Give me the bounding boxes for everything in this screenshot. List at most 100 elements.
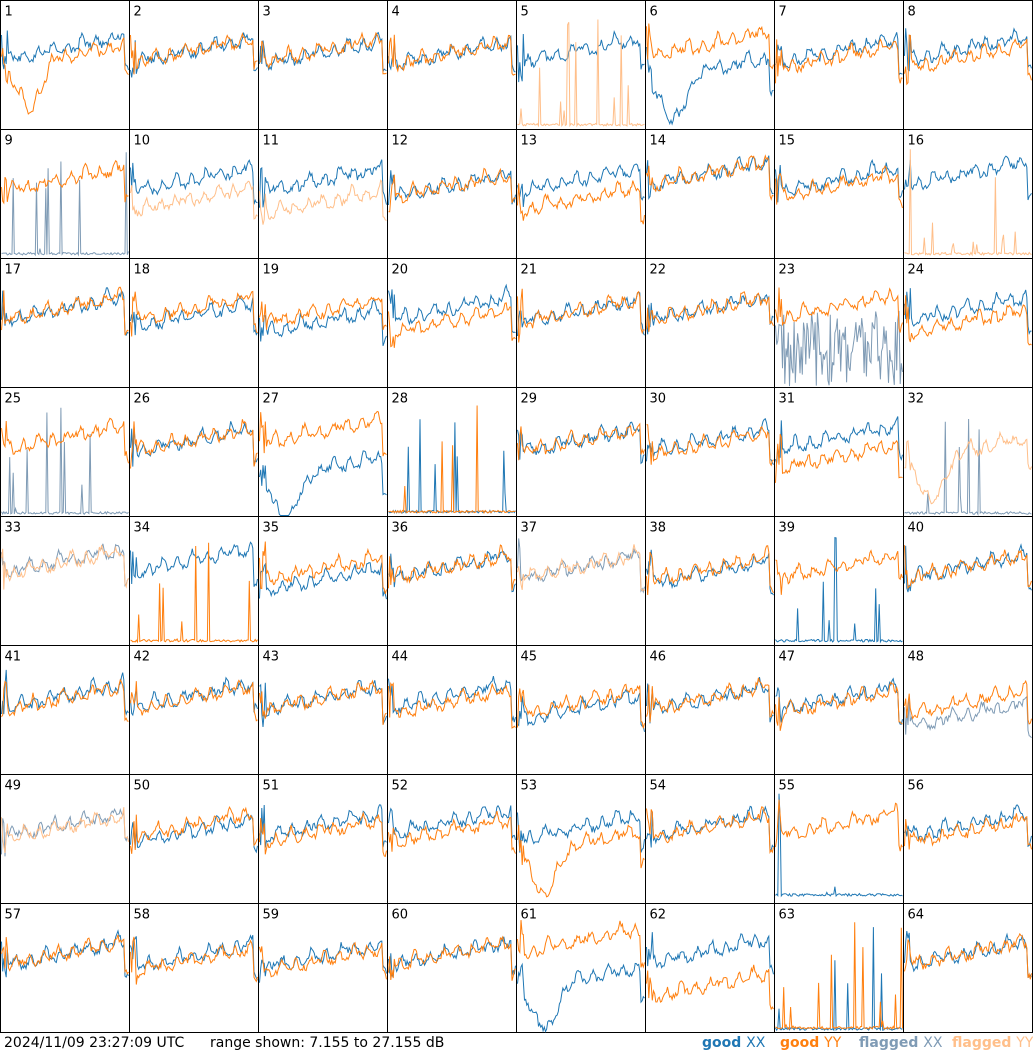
series-xx-good [517,810,645,853]
series-xx-flagged [1,543,129,587]
series-xx-good [1,287,129,336]
panel-59: 59 [258,903,388,1033]
series-yy-good [517,920,645,969]
panel-label: 12 [392,134,409,149]
series-xx-good [904,27,1032,72]
series-xx-good [904,804,1032,848]
series-xx-good [388,550,516,593]
series-yy-good [130,679,258,722]
series-xx-good [259,562,387,600]
panel-label: 15 [779,134,796,149]
series-xx-good [904,543,1032,593]
series-yy-good [646,291,774,332]
panel-frame [0,903,130,1033]
series-xx-good [904,931,1032,979]
series-yy-flagged [517,544,645,592]
panel-frame [903,129,1033,259]
panel-label: 52 [392,779,409,794]
panel-15: 15 [774,129,904,259]
panel-frame [774,129,904,259]
panel-16: 16 [903,129,1033,259]
panel-frame [516,258,646,388]
legend-pol: XX [923,1035,943,1051]
series-xx-good [646,293,774,335]
series-xx-good [259,159,387,208]
panel-38: 38 [645,516,775,646]
panel-label: 54 [650,779,667,794]
series-xx-good [775,32,903,77]
series-yy-good [259,31,387,75]
series-yy-good [1,159,129,205]
panel-label: 27 [263,392,280,407]
series-xx-flagged [904,418,1032,517]
panel-label: 19 [263,263,280,278]
series-yy-good [130,542,258,644]
legend-pol: YY [824,1035,842,1051]
panel-frame [903,258,1033,388]
panel-label: 14 [650,134,667,149]
panel-frame [774,516,904,646]
series-yy-flagged [1,807,129,853]
panel-frame [258,903,388,1033]
panel-12: 12 [387,129,517,259]
series-yy-good [259,811,387,858]
panel-4: 4 [387,0,517,130]
series-xx-good [388,170,516,206]
panel-frame [129,258,259,388]
panel-label: 44 [392,650,409,665]
panel-62: 62 [645,903,775,1033]
series-yy-good [130,936,258,985]
panel-label: 26 [134,392,151,407]
legend-pol: XX [746,1035,766,1051]
panel-label: 34 [134,521,151,536]
panel-label: 25 [5,392,22,407]
panel-22: 22 [645,258,775,388]
series-xx-good [130,32,258,78]
panel-label: 31 [779,392,796,407]
series-xx-good [517,962,645,1033]
series-xx-good [388,675,516,723]
series-yy-good [259,679,387,725]
panel-label: 56 [908,779,925,794]
panel-label: 50 [134,779,151,794]
panel-44: 44 [387,645,517,775]
panel-frame [516,645,646,775]
series-yy-good [1,678,129,722]
panel-frame [129,516,259,646]
series-yy-good [775,549,903,595]
panel-41: 41 [0,645,130,775]
series-yy-good [130,419,258,469]
series-xx-good [130,541,258,587]
panel-2: 2 [129,0,259,130]
series-xx-good [1,929,129,979]
series-yy-good [388,167,516,213]
legend-word: flagged [952,1035,1017,1051]
series-yy-good [775,433,903,483]
legend-word: good [702,1035,747,1051]
panel-54: 54 [645,774,775,904]
series-xx-good [259,31,387,72]
panel-frame [516,129,646,259]
series-yy-good [904,679,1032,725]
panel-frame [774,903,904,1033]
panel-36: 36 [387,516,517,646]
panel-label: 48 [908,650,925,665]
series-xx-good [259,804,387,848]
panel-label: 23 [779,263,796,278]
panel-11: 11 [258,129,388,259]
panel-label: 28 [392,392,409,407]
series-xx-good [904,288,1032,336]
panel-label: 38 [650,521,667,536]
footer-bar: 2024/11/09 23:27:09 UTC range shown: 7.1… [0,1033,1033,1053]
panel-frame [258,516,388,646]
panel-label: 62 [650,908,667,923]
panel-label: 33 [5,521,22,536]
panel-8: 8 [903,0,1033,130]
panel-label: 22 [650,263,667,278]
panel-frame [0,258,130,388]
panel-49: 49 [0,774,130,904]
panel-label: 53 [521,779,538,794]
series-yy-good [130,32,258,75]
panel-frame [645,903,775,1033]
